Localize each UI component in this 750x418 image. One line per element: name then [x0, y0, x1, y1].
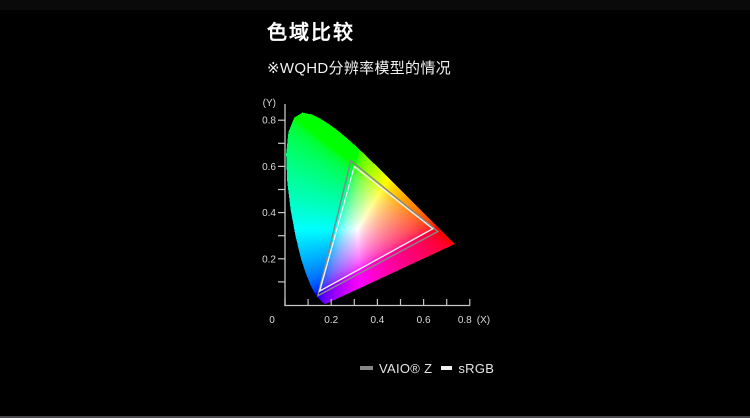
y-axis-tick-label: 0.8	[262, 116, 276, 127]
chart-header: 色域比较 ※WQHD分辨率模型的情况	[267, 16, 451, 78]
y-axis-tick-label: 0.6	[262, 162, 276, 173]
legend-item-srgb: sRGB	[441, 361, 494, 376]
page-title: 色域比较	[267, 22, 355, 44]
x-axis-tick-label: 0.2	[324, 315, 338, 326]
x-axis-tick-label: 0.8	[458, 315, 472, 326]
y-axis-title: (Y)	[263, 98, 276, 109]
legend-label-vaio-z: VAIO® Z	[379, 360, 433, 376]
legend-swatch-vaio-z	[360, 366, 373, 370]
legend-item-vaio-z: VAIO® Z	[360, 361, 432, 376]
top-edge-band	[0, 0, 750, 10]
x-axis-tick-label: 0	[269, 315, 275, 326]
page-subtitle: ※WQHD分辨率模型的情况	[267, 60, 451, 77]
y-axis-tick-label: 0.2	[262, 254, 276, 265]
x-axis-title: (X)	[477, 315, 490, 326]
bottom-edge-strip	[0, 416, 750, 418]
legend: VAIO® Z sRGB	[360, 360, 503, 376]
y-axis-tick-label: 0.4	[262, 208, 276, 219]
x-axis-tick-label: 0.6	[417, 315, 431, 326]
legend-swatch-srgb	[441, 366, 453, 370]
x-axis-tick-label: 0.4	[370, 315, 384, 326]
legend-label-srgb: sRGB	[458, 360, 495, 376]
